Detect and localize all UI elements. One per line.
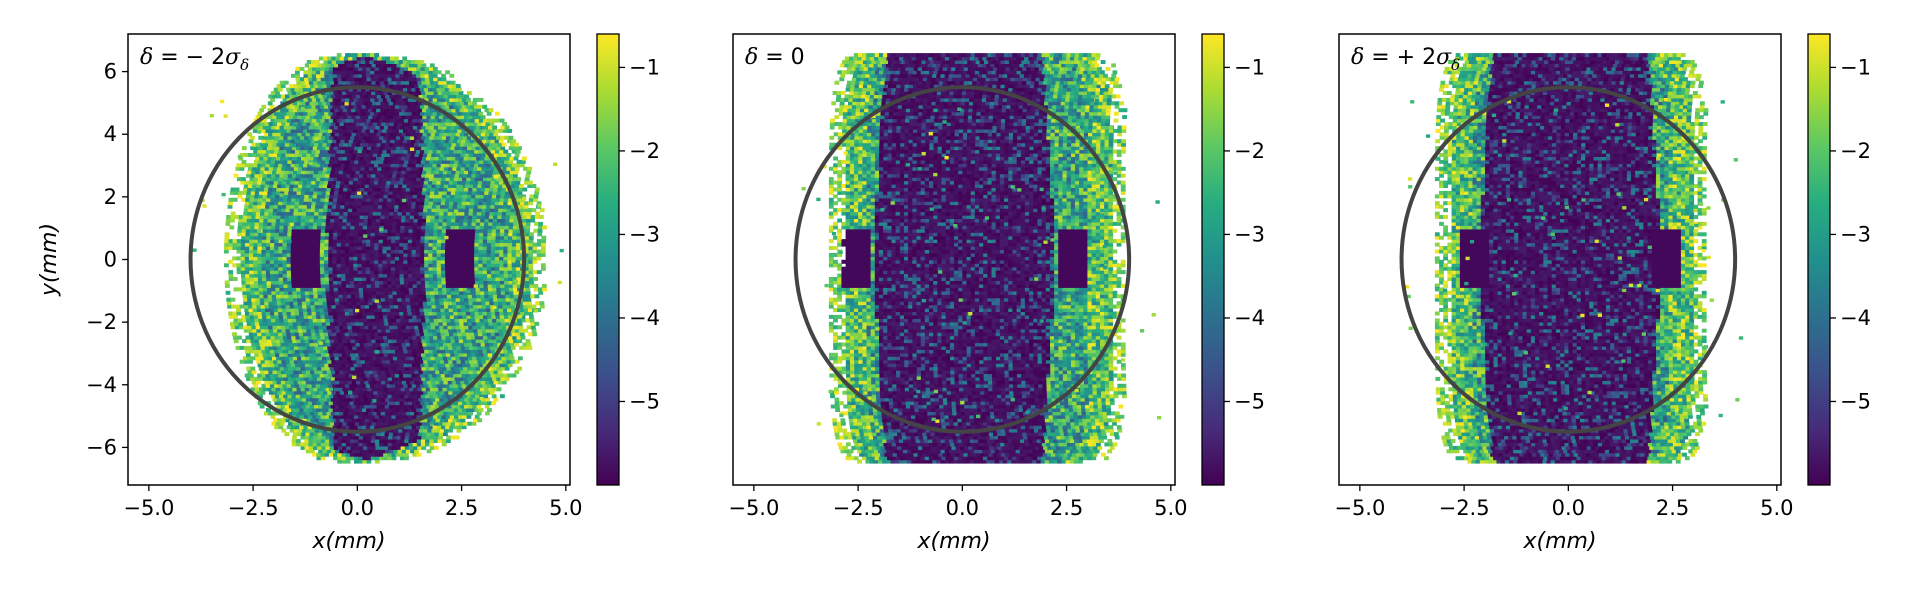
y-tick-label: 2 xyxy=(104,185,117,209)
colorbar-tick-label: −5 xyxy=(1840,389,1871,413)
x-axis-unit: (mm) xyxy=(931,529,991,554)
annotation-sigma: σ xyxy=(225,45,241,70)
colorbar-tick-label: −4 xyxy=(1840,306,1871,330)
colorbar-tick-label: −5 xyxy=(629,389,660,413)
colorbar-tick-label: −1 xyxy=(1840,55,1871,79)
annotation-relation: = + 2 xyxy=(1364,45,1436,70)
x-axis-var: x xyxy=(916,529,931,554)
aperture-circle xyxy=(188,85,527,434)
x-tick-label: −5.0 xyxy=(1334,496,1385,520)
x-tick-label: 5.0 xyxy=(1154,496,1187,520)
y-tick-label: 0 xyxy=(104,248,117,272)
x-axis-label: x(mm) xyxy=(916,529,990,554)
annotation-subscript: δ xyxy=(1451,56,1460,74)
colorbar xyxy=(1201,33,1225,486)
plot-frame xyxy=(1338,33,1782,486)
y-tick-label: −2 xyxy=(86,310,117,334)
x-axis-var: x xyxy=(311,529,326,554)
x-tick-label: 5.0 xyxy=(549,496,582,520)
colorbar-tick-label: −3 xyxy=(1234,222,1265,246)
x-tick-label: 2.5 xyxy=(1656,496,1689,520)
heatmap-cells xyxy=(192,53,564,464)
delta-annotation: δ = + 2σδ xyxy=(1351,45,1460,74)
x-axis-unit: (mm) xyxy=(1537,529,1597,554)
x-tick-label: −5.0 xyxy=(123,496,174,520)
colorbar xyxy=(596,33,620,486)
colorbar-tick-label: −4 xyxy=(1234,306,1265,330)
plot-frame xyxy=(732,33,1176,486)
annotation-relation: = 0 xyxy=(758,45,804,70)
delta-annotation: δ = − 2σδ xyxy=(140,45,249,74)
colorbar-tick-label: −3 xyxy=(1840,222,1871,246)
y-tick-label: 6 xyxy=(104,60,117,84)
y-axis-var: y xyxy=(37,282,62,297)
heatmap-cells xyxy=(801,53,1162,464)
annotation-subscript: δ xyxy=(240,56,249,74)
x-tick-label: 0.0 xyxy=(1552,496,1585,520)
x-tick-label: −2.5 xyxy=(833,496,884,520)
y-axis-label: y(mm) xyxy=(37,223,62,297)
x-tick-label: 0.0 xyxy=(341,496,374,520)
y-tick-label: −4 xyxy=(86,373,117,397)
x-tick-label: −5.0 xyxy=(728,496,779,520)
colorbar-tick-label: −4 xyxy=(629,306,660,330)
x-tick-label: 2.5 xyxy=(445,496,478,520)
colorbar-tick-label: −3 xyxy=(629,222,660,246)
x-axis-label: x(mm) xyxy=(311,529,385,554)
annotation-var: δ xyxy=(1351,45,1364,70)
colorbar-tick-label: −5 xyxy=(1234,389,1265,413)
colorbar-tick-label: −1 xyxy=(629,55,660,79)
aperture-circle xyxy=(1399,85,1738,434)
y-tick-label: −6 xyxy=(86,435,117,459)
y-tick-label: 4 xyxy=(104,122,117,146)
x-tick-label: −2.5 xyxy=(1439,496,1490,520)
x-axis-label: x(mm) xyxy=(1522,529,1596,554)
annotation-relation: = − 2 xyxy=(153,45,225,70)
x-tick-label: −2.5 xyxy=(228,496,279,520)
aperture-circle xyxy=(793,85,1132,434)
x-tick-label: 0.0 xyxy=(946,496,979,520)
x-tick-label: 2.5 xyxy=(1050,496,1083,520)
chart-panel-2: −5.0 −2.5 0.0 2.5 5.0 x(mm) δ = 0 −5 −4 −3 −2 −1 xyxy=(728,33,1265,554)
chart-panel-3: −5.0 −2.5 0.0 2.5 5.0x(mm)δ = + 2σδ−5−4−3−2−… xyxy=(1334,33,1871,554)
annotation-var: δ xyxy=(140,45,153,70)
x-axis-unit: (mm) xyxy=(326,529,386,554)
colorbar-tick-label: −2 xyxy=(629,139,660,163)
colorbar-tick-label: −1 xyxy=(1234,55,1265,79)
x-axis-var: x xyxy=(1522,529,1537,554)
colorbar-tick-label: −2 xyxy=(1840,139,1871,163)
colorbar xyxy=(1807,33,1831,486)
x-tick-label: 5.0 xyxy=(1760,496,1793,520)
y-axis-unit: (mm) xyxy=(37,223,62,283)
annotation-var: δ xyxy=(745,45,758,70)
colorbar-tick-label: −2 xyxy=(1234,139,1265,163)
annotation-sigma: σ xyxy=(1436,45,1452,70)
heatmap-cells xyxy=(1404,53,1744,464)
delta-annotation: δ = 0 xyxy=(745,45,805,70)
